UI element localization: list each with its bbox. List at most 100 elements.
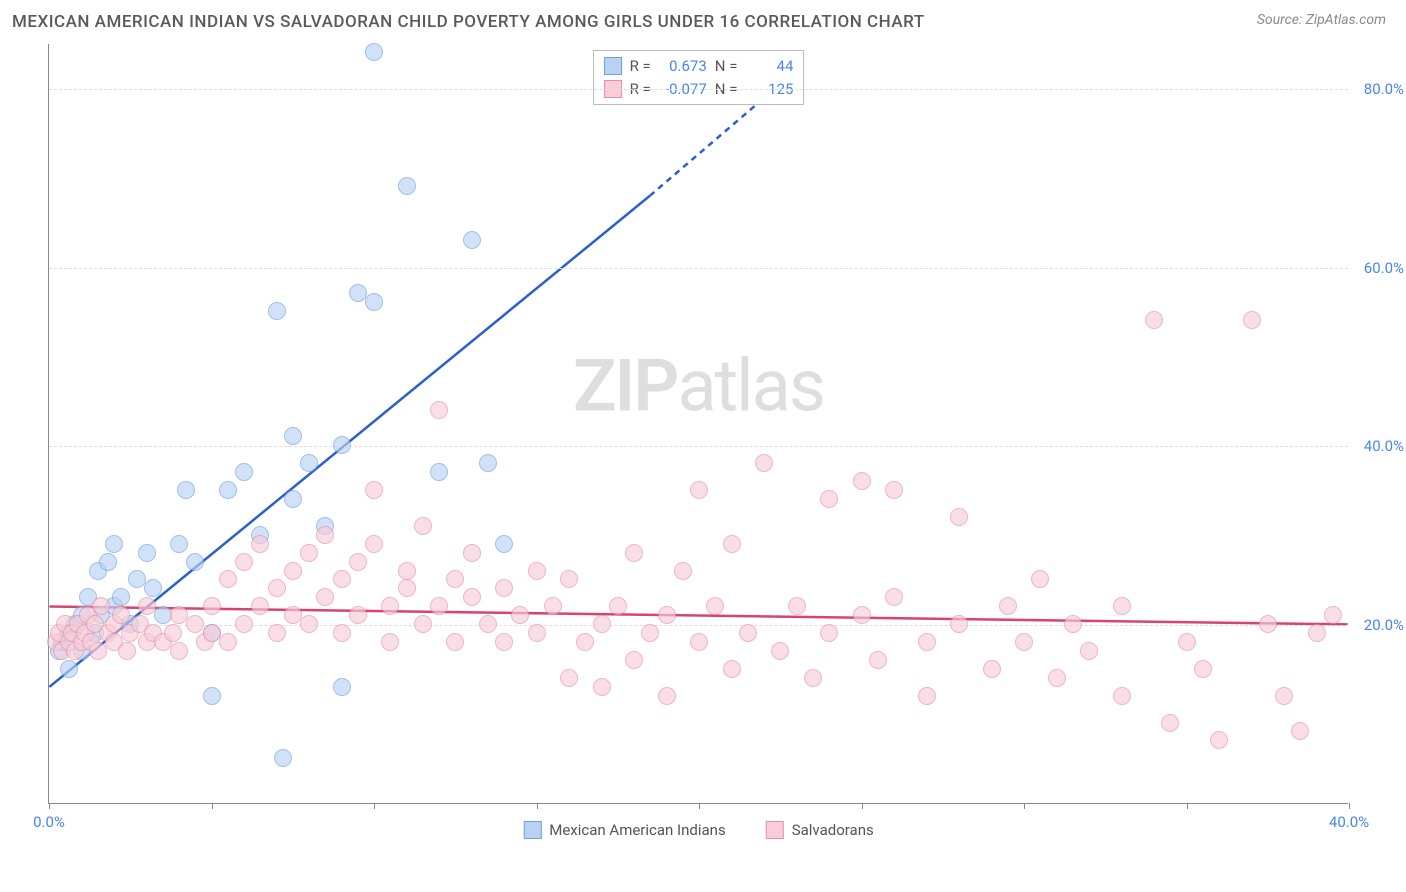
data-point-sal [268, 579, 286, 597]
data-point-sal [203, 624, 221, 642]
x-tick [1349, 803, 1350, 809]
r-label: R = [630, 55, 651, 78]
data-point-sal [1178, 633, 1196, 651]
data-point-sal [316, 588, 334, 606]
data-point-sal [365, 481, 383, 499]
data-point-sal [398, 562, 416, 580]
data-point-sal [1243, 311, 1261, 329]
data-point-mai [365, 293, 383, 311]
data-point-sal [164, 624, 182, 642]
data-point-sal [528, 562, 546, 580]
data-point-mai [365, 43, 383, 61]
data-point-sal [1080, 642, 1098, 660]
data-point-sal [918, 633, 936, 651]
data-point-sal [1064, 615, 1082, 633]
data-point-sal [1113, 597, 1131, 615]
swatch-mai [604, 57, 622, 75]
data-point-sal [300, 544, 318, 562]
data-point-sal [1113, 687, 1131, 705]
data-point-sal [820, 624, 838, 642]
data-point-sal [544, 597, 562, 615]
gridline-h [49, 446, 1348, 447]
data-point-sal [495, 633, 513, 651]
info-row-mai: R = 0.673 N = 44 [604, 55, 794, 78]
x-tick [49, 803, 50, 809]
data-point-sal [674, 562, 692, 580]
y-tick-label: 20.0% [1354, 616, 1404, 634]
data-point-sal [869, 651, 887, 669]
data-point-sal [118, 642, 136, 660]
data-point-sal [268, 624, 286, 642]
x-tick [862, 803, 863, 809]
data-point-sal [625, 651, 643, 669]
data-point-sal [1031, 570, 1049, 588]
chart-header: MEXICAN AMERICAN INDIAN VS SALVADORAN CH… [0, 0, 1406, 40]
data-point-mai [60, 660, 78, 678]
data-point-sal [203, 597, 221, 615]
data-point-sal [820, 490, 838, 508]
y-tick-label: 80.0% [1354, 80, 1404, 98]
x-tick [1024, 803, 1025, 809]
data-point-sal [112, 606, 130, 624]
source-attribution: Source: ZipAtlas.com [1257, 12, 1386, 28]
data-point-sal [771, 642, 789, 660]
data-point-mai [219, 481, 237, 499]
data-point-sal [999, 597, 1017, 615]
data-point-sal [593, 678, 611, 696]
data-point-sal [690, 633, 708, 651]
data-point-sal [138, 597, 156, 615]
data-point-sal [560, 570, 578, 588]
data-point-sal [381, 633, 399, 651]
data-point-mai [177, 481, 195, 499]
data-point-sal [1210, 731, 1228, 749]
data-point-mai [430, 463, 448, 481]
data-point-sal [316, 526, 334, 544]
data-point-sal [593, 615, 611, 633]
data-point-sal [625, 544, 643, 562]
legend-item-mai: Mexican American Indians [523, 821, 725, 839]
legend-item-sal: Salvadorans [766, 821, 874, 839]
data-point-sal [560, 669, 578, 687]
data-point-sal [576, 633, 594, 651]
data-point-sal [528, 624, 546, 642]
data-point-mai [128, 570, 146, 588]
x-tick [699, 803, 700, 809]
data-point-sal [1015, 633, 1033, 651]
data-point-mai [138, 544, 156, 562]
data-point-sal [186, 615, 204, 633]
x-tick [212, 803, 213, 809]
data-point-mai [203, 687, 221, 705]
data-point-sal [885, 588, 903, 606]
data-point-mai [300, 454, 318, 472]
data-point-sal [950, 508, 968, 526]
data-point-sal [1324, 606, 1342, 624]
x-tick [1187, 803, 1188, 809]
chart-container: Child Poverty Among Girls Under 16 ZIPat… [0, 44, 1406, 844]
data-point-sal [463, 588, 481, 606]
data-point-mai [495, 535, 513, 553]
plot-area: ZIPatlas R = 0.673 N = 44 R = -0.077 N =… [48, 44, 1348, 804]
data-point-mai [349, 284, 367, 302]
x-tick-label: 0.0% [33, 813, 65, 831]
data-point-sal [918, 687, 936, 705]
data-point-mai [479, 454, 497, 472]
data-point-sal [788, 597, 806, 615]
data-point-sal [219, 633, 237, 651]
n-label: N = [715, 55, 738, 78]
data-point-sal [430, 401, 448, 419]
data-point-mai [398, 177, 416, 195]
data-point-mai [186, 553, 204, 571]
data-point-sal [723, 535, 741, 553]
data-point-mai [235, 463, 253, 481]
data-point-sal [853, 606, 871, 624]
data-point-mai [144, 579, 162, 597]
gridline-h [49, 89, 1348, 90]
data-point-sal [414, 517, 432, 535]
correlation-info-box: R = 0.673 N = 44 R = -0.077 N = 125 [593, 50, 805, 105]
data-point-mai [105, 535, 123, 553]
data-point-sal [853, 472, 871, 490]
data-point-sal [365, 535, 383, 553]
data-point-sal [92, 597, 110, 615]
data-point-mai [274, 749, 292, 767]
data-point-sal [983, 660, 1001, 678]
